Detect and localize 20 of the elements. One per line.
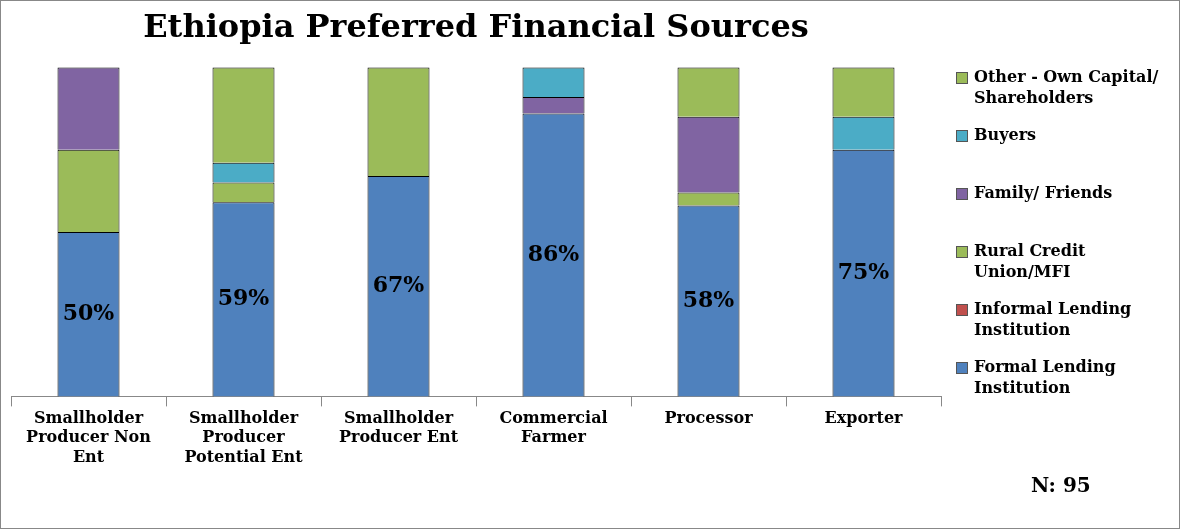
x-tick-label: Smallholder Producer Potential Ent <box>184 408 304 466</box>
legend-label: Family/ Friends <box>974 182 1113 203</box>
legend-label: Other - Own Capital/ Shareholders <box>974 66 1160 108</box>
x-tick-label: Exporter <box>824 408 904 428</box>
legend-label: Formal Lending Institution <box>974 356 1117 398</box>
data-label: 86% <box>527 239 580 266</box>
text: N: 95 <box>1031 473 1091 497</box>
data-label: 59% <box>217 284 270 311</box>
x-tick-label: Smallholder Producer Non Ent <box>26 408 152 466</box>
legend-label: Rural Credit Union/MFI <box>974 240 1087 282</box>
x-tick-label: Smallholder Producer Ent <box>338 408 459 447</box>
data-label: 50% <box>62 298 115 325</box>
x-tick-label: Commercial Farmer <box>499 408 608 447</box>
chart-title: Ethiopia Preferred Financial Sources <box>143 6 809 45</box>
data-label: 67% <box>372 270 425 297</box>
legend-label: Informal Lending Institution <box>974 298 1133 340</box>
legend-label: Buyers <box>974 124 1037 145</box>
x-tick-label: Processor <box>664 408 754 428</box>
data-label: 75% <box>837 257 890 284</box>
data-label: 58% <box>682 285 735 312</box>
